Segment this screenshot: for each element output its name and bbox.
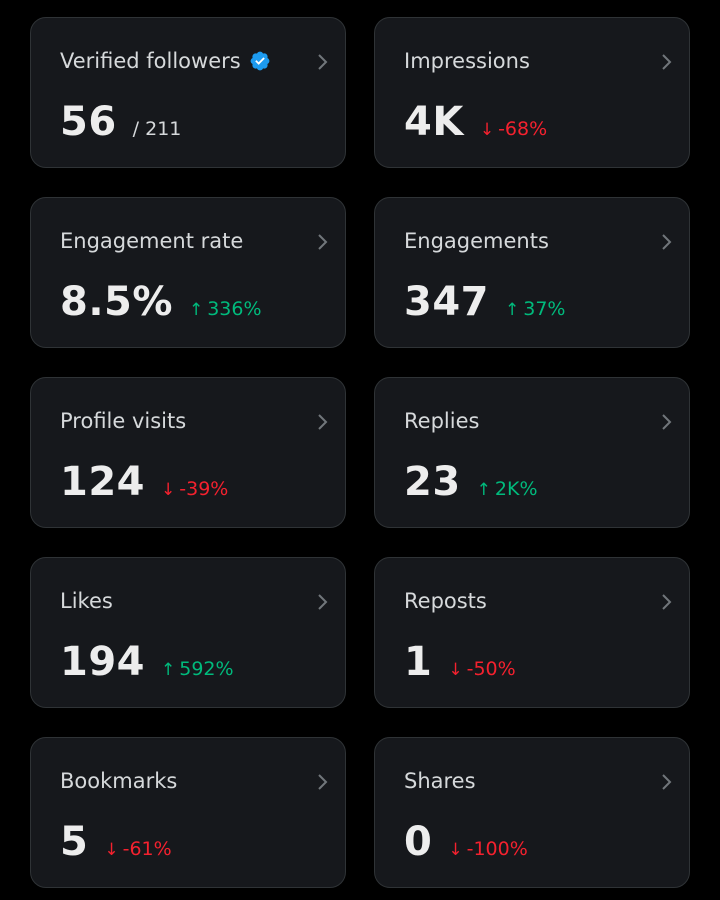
value-row: 347 ↑ 37% — [404, 278, 565, 326]
metric-value: 194 — [60, 639, 145, 685]
change-value: -100% — [466, 838, 528, 860]
value-row: 4K ↓ -68% — [404, 98, 547, 146]
card-title: Replies — [404, 409, 480, 433]
metric-change: ↓ -50% — [448, 658, 515, 680]
metric-change: ↓ -68% — [480, 118, 547, 140]
value-row: 124 ↓ -39% — [60, 458, 228, 506]
metric-change: ↑ 592% — [161, 658, 234, 680]
metric-change: ↓ -61% — [104, 838, 171, 860]
card-title: Likes — [60, 589, 113, 613]
arrow-down-icon: ↓ — [448, 660, 463, 680]
change-value: -39% — [179, 478, 229, 500]
card-title-row: Verified followers — [60, 46, 271, 76]
chevron-right-icon — [662, 234, 672, 250]
chevron-right-icon — [662, 594, 672, 610]
metric-value: 5 — [60, 819, 89, 865]
metric-value: 1 — [404, 639, 433, 685]
card-replies[interactable]: Replies 23 ↑ 2K% — [374, 377, 690, 528]
arrow-up-icon: ↑ — [161, 660, 176, 680]
value-row: 1 ↓ -50% — [404, 638, 516, 686]
value-row: 5 ↓ -61% — [60, 818, 172, 866]
change-value: 336% — [207, 298, 262, 320]
chevron-right-icon — [318, 234, 328, 250]
change-value: -50% — [466, 658, 516, 680]
metric-change: ↓ -39% — [161, 478, 228, 500]
metric-value: 8.5% — [60, 279, 173, 325]
value-row: 23 ↑ 2K% — [404, 458, 538, 506]
chevron-right-icon — [318, 774, 328, 790]
card-bookmarks[interactable]: Bookmarks 5 ↓ -61% — [30, 737, 346, 888]
arrow-up-icon: ↑ — [188, 300, 204, 320]
arrow-up-icon: ↑ — [505, 300, 520, 320]
card-title: Profile visits — [60, 409, 187, 433]
card-title: Reposts — [404, 589, 487, 613]
card-likes[interactable]: Likes 194 ↑ 592% — [30, 557, 346, 708]
card-title: Engagements — [404, 229, 549, 253]
card-shares[interactable]: Shares 0 ↓ -100% — [374, 737, 690, 888]
card-impressions[interactable]: Impressions 4K ↓ -68% — [374, 17, 690, 168]
value-row: 8.5% ↑ 336% — [60, 278, 262, 326]
chevron-right-icon — [318, 414, 328, 430]
metric-change: ↑ 2K% — [477, 478, 538, 500]
card-engagements[interactable]: Engagements 347 ↑ 37% — [374, 197, 690, 348]
card-title: Bookmarks — [60, 769, 178, 793]
card-title: Impressions — [404, 49, 530, 73]
arrow-down-icon: ↓ — [448, 840, 463, 860]
metric-value: 23 — [404, 459, 461, 505]
card-engagement-rate[interactable]: Engagement rate 8.5% ↑ 336% — [30, 197, 346, 348]
arrow-up-icon: ↑ — [476, 480, 491, 500]
value-row: 0 ↓ -100% — [404, 818, 528, 866]
card-reposts[interactable]: Reposts 1 ↓ -50% — [374, 557, 690, 708]
metric-change: ↑ 336% — [189, 298, 262, 320]
chevron-right-icon — [318, 54, 328, 70]
metric-value: 124 — [60, 459, 145, 505]
card-title: Verified followers — [60, 49, 241, 73]
arrow-down-icon: ↓ — [479, 120, 495, 140]
arrow-down-icon: ↓ — [104, 840, 119, 860]
arrow-down-icon: ↓ — [161, 480, 176, 500]
value-row: 56 / 211 — [60, 98, 181, 146]
chevron-right-icon — [662, 774, 672, 790]
metric-change: ↓ -100% — [448, 838, 527, 860]
metric-change: ↑ 37% — [505, 298, 565, 320]
value-row: 194 ↑ 592% — [60, 638, 234, 686]
chevron-right-icon — [662, 414, 672, 430]
chevron-right-icon — [662, 54, 672, 70]
metric-value: 0 — [404, 819, 433, 865]
card-verified-followers[interactable]: Verified followers 56 / 211 — [30, 17, 346, 168]
metric-value: 56 — [60, 99, 117, 145]
card-title: Engagement rate — [60, 229, 244, 253]
change-value: -68% — [498, 118, 548, 140]
change-value: -61% — [122, 838, 172, 860]
card-profile-visits[interactable]: Profile visits 124 ↓ -39% — [30, 377, 346, 528]
chevron-right-icon — [318, 594, 328, 610]
metric-value: 347 — [404, 279, 489, 325]
metric-total: / 211 — [132, 118, 182, 140]
change-value: 592% — [179, 658, 234, 680]
verified-badge-icon — [250, 51, 270, 71]
change-value: 37% — [523, 298, 566, 320]
change-value: 2K% — [494, 478, 538, 500]
card-title: Shares — [404, 769, 476, 793]
metric-value: 4K — [404, 99, 464, 145]
